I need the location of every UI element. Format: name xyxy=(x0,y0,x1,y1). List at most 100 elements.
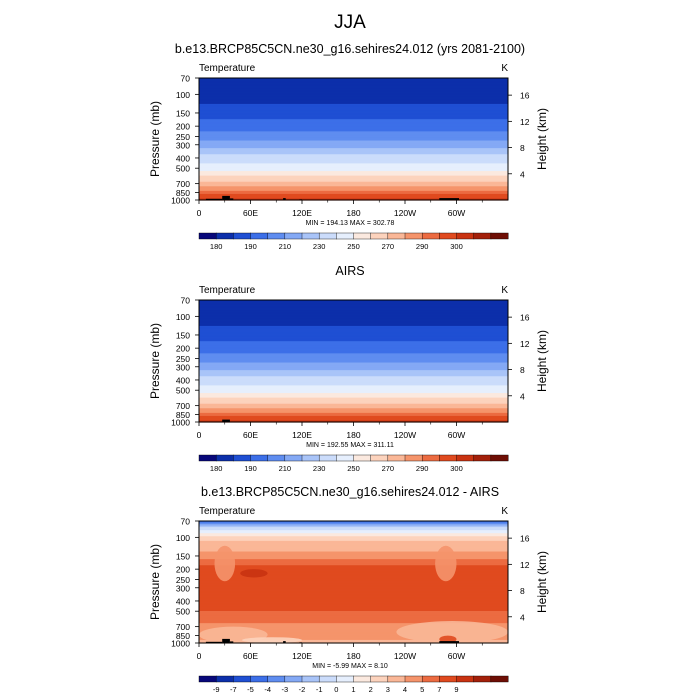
page-title: JJA xyxy=(334,12,366,33)
colorbar-label: 230 xyxy=(313,464,326,473)
topography-mask xyxy=(222,638,230,643)
colorbar-label: 250 xyxy=(347,242,360,251)
chart-left-label: Temperature xyxy=(199,285,256,296)
height-axis-title: Height (km) xyxy=(535,551,549,613)
colorbar-swatch xyxy=(250,232,269,240)
y-tick-label: 500 xyxy=(176,607,190,617)
topography-mask xyxy=(222,195,230,200)
contour-band xyxy=(199,568,508,571)
contour-band xyxy=(199,180,508,183)
colorbar-swatch xyxy=(456,454,475,462)
contour-band xyxy=(199,566,508,569)
topography-mask xyxy=(222,419,230,422)
y-tick-label: 850 xyxy=(176,631,190,641)
contour-band xyxy=(199,405,508,408)
y-tick-label: 700 xyxy=(176,401,190,411)
contour-band xyxy=(199,617,508,620)
contour-band xyxy=(199,379,508,382)
contour-band xyxy=(199,627,508,630)
contour-band xyxy=(199,391,508,394)
contour-band xyxy=(199,633,508,636)
colorbar-swatch xyxy=(233,675,252,683)
y-tick-label: 250 xyxy=(176,354,190,364)
contour-anomaly xyxy=(214,545,236,582)
contour-band xyxy=(199,190,508,193)
height-tick-label: 16 xyxy=(520,313,530,323)
colorbar-swatch xyxy=(284,675,303,683)
contour-band xyxy=(199,586,508,589)
contour-band xyxy=(199,525,508,528)
contour-band xyxy=(199,137,508,140)
contour-band xyxy=(199,122,508,125)
topography-mask xyxy=(229,198,234,200)
contour-band xyxy=(199,160,508,163)
contour-band xyxy=(199,338,508,341)
colorbar-label: -4 xyxy=(264,685,271,694)
contour-field xyxy=(199,300,508,423)
chart-panel-3: b.e13.BRCP85C5CN.ne30_g16.sehires24.012 … xyxy=(148,485,549,694)
contour-band xyxy=(199,533,508,536)
topography-mask xyxy=(439,198,459,200)
contour-band xyxy=(199,364,508,367)
contour-band xyxy=(199,569,508,572)
contour-band xyxy=(199,328,508,332)
contour-anomaly xyxy=(396,621,509,643)
y-axis-title: Pressure (mb) xyxy=(148,544,162,620)
colorbar-swatch xyxy=(336,454,354,462)
colorbar-label: 190 xyxy=(244,242,257,251)
contour-band xyxy=(199,172,508,175)
topography-mask xyxy=(229,641,234,643)
contour-band xyxy=(199,325,508,329)
chart-title: b.e13.BRCP85C5CN.ne30_g16.sehires24.012 … xyxy=(201,485,499,499)
height-tick-label: 12 xyxy=(520,117,530,127)
contour-band xyxy=(199,97,508,100)
contour-band xyxy=(199,149,508,152)
y-tick-label: 200 xyxy=(176,344,190,354)
contour-band xyxy=(199,300,508,303)
colorbar-label: 270 xyxy=(382,464,395,473)
y-tick-label: 1000 xyxy=(171,196,190,206)
contour-band xyxy=(199,385,508,388)
colorbar-label: 180 xyxy=(210,464,223,473)
contour-band xyxy=(199,157,508,160)
contour-band xyxy=(199,195,508,198)
colorbar-label: -9 xyxy=(213,685,220,694)
contour-band xyxy=(199,158,508,161)
y-axis-title: Pressure (mb) xyxy=(148,101,162,177)
height-tick-label: 4 xyxy=(520,612,525,622)
y-tick-label: 150 xyxy=(176,551,190,561)
contour-band xyxy=(199,114,508,117)
contour-band xyxy=(199,577,508,580)
colorbar-swatch xyxy=(370,454,389,462)
colorbar-swatch xyxy=(267,454,286,462)
contour-band xyxy=(199,607,508,611)
colorbar-swatch xyxy=(301,232,320,240)
contour-band xyxy=(199,527,508,530)
contour-band xyxy=(199,554,508,557)
colorbar-label: 190 xyxy=(244,464,257,473)
colorbar-label: 2 xyxy=(369,685,373,694)
y-tick-label: 150 xyxy=(176,108,190,118)
contour-band xyxy=(199,382,508,385)
contour-band xyxy=(199,327,508,330)
contour-band xyxy=(199,638,508,641)
contour-band xyxy=(199,362,508,365)
colorbar-label: 300 xyxy=(450,464,463,473)
topography-mask xyxy=(283,198,286,200)
contour-band xyxy=(199,99,508,102)
colorbar-swatch xyxy=(267,232,286,240)
x-tick-label: 60E xyxy=(243,651,258,661)
contour-band xyxy=(199,350,508,353)
y-tick-label: 300 xyxy=(176,362,190,372)
contour-band xyxy=(199,321,508,324)
contour-band xyxy=(199,553,508,556)
contour-band xyxy=(199,575,508,579)
contour-band xyxy=(199,524,508,527)
contour-band xyxy=(199,595,508,598)
contour-band xyxy=(199,356,508,359)
contour-band xyxy=(199,560,508,563)
contour-band xyxy=(199,585,508,588)
contour-band xyxy=(199,621,508,624)
colorbar-label: 4 xyxy=(403,685,407,694)
colorbar-swatch xyxy=(250,675,269,683)
